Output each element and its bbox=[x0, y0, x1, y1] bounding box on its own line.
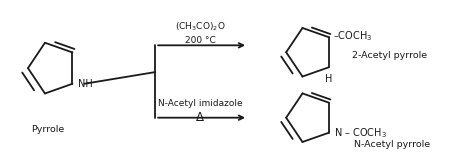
Text: N – COCH$_3$: N – COCH$_3$ bbox=[334, 126, 386, 140]
Text: (CH$_3$CO)$_2$O: (CH$_3$CO)$_2$O bbox=[175, 20, 226, 33]
Text: Pyrrole: Pyrrole bbox=[31, 125, 64, 134]
Text: –COCH$_3$: –COCH$_3$ bbox=[333, 29, 372, 43]
Text: Δ: Δ bbox=[196, 111, 204, 124]
Text: N-Acetyl pyrrole: N-Acetyl pyrrole bbox=[355, 140, 430, 149]
Text: NH: NH bbox=[78, 79, 93, 89]
Text: H: H bbox=[325, 74, 333, 84]
Text: 200 °C: 200 °C bbox=[185, 36, 216, 45]
Text: N-Acetyl imidazole: N-Acetyl imidazole bbox=[158, 99, 242, 108]
Text: 2-Acetyl pyrrole: 2-Acetyl pyrrole bbox=[352, 51, 427, 60]
